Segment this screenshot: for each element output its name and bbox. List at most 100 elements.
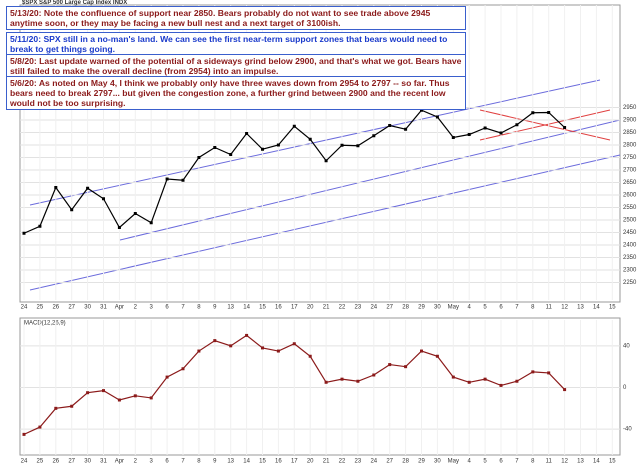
channel-line <box>29 154 621 291</box>
price-point <box>404 365 408 369</box>
x-tick-label: 6 <box>165 459 169 465</box>
price-point <box>292 124 296 128</box>
x-tick-label: 15 <box>259 459 266 465</box>
x-tick-label: 17 <box>291 305 298 311</box>
y-tick-label: 2400 <box>623 243 637 249</box>
price-point <box>133 212 137 215</box>
price-point <box>531 111 535 115</box>
x-tick-label: 25 <box>37 305 44 311</box>
x-tick-label: 13 <box>577 459 584 465</box>
macd-frame <box>19 317 621 456</box>
y-tick-label: 2650 <box>623 180 637 186</box>
price-point <box>213 339 217 343</box>
x-tick-label: 15 <box>259 305 266 311</box>
x-tick-label: 24 <box>370 305 377 311</box>
x-tick-label: 21 <box>323 305 330 311</box>
price-point <box>467 133 471 136</box>
price-point <box>165 177 169 181</box>
y-tick-label: 2350 <box>623 255 637 261</box>
x-tick-label: 24 <box>21 305 28 311</box>
price-point <box>197 349 201 353</box>
x-tick-label: 7 <box>515 459 519 465</box>
price-point <box>388 363 392 367</box>
x-tick-label: 11 <box>546 305 553 311</box>
x-tick-label: 7 <box>181 305 185 311</box>
y-tick-label: 0 <box>623 385 627 391</box>
x-tick-label: 27 <box>386 305 393 311</box>
y-tick-label: 2750 <box>623 155 637 161</box>
x-tick-label: 6 <box>499 305 503 311</box>
x-tick-label: Apr <box>115 305 124 311</box>
price-point <box>276 143 280 147</box>
y-tick-label: 2800 <box>623 143 637 149</box>
x-tick-label: 5 <box>483 459 487 465</box>
x-tick-label: 24 <box>370 459 377 465</box>
x-tick-label: May <box>448 305 459 311</box>
x-tick-label: 3 <box>150 305 154 311</box>
price-point <box>308 354 312 358</box>
x-tick-label: 24 <box>21 459 28 465</box>
x-tick-label: 12 <box>561 305 568 311</box>
price-point <box>356 144 360 148</box>
price-point <box>563 388 567 392</box>
x-tick-label: 8 <box>197 305 201 311</box>
x-tick-label: 30 <box>434 459 441 465</box>
price-point <box>181 178 185 182</box>
x-tick-label: 27 <box>68 305 75 311</box>
x-tick-label: 30 <box>84 459 91 465</box>
x-tick-label: 28 <box>402 459 409 465</box>
price-point <box>86 186 90 190</box>
channel-line <box>29 79 601 206</box>
price-point <box>372 373 376 377</box>
x-tick-label: 30 <box>434 305 441 311</box>
x-tick-label: 2 <box>134 459 138 465</box>
x-tick-label: 11 <box>546 459 553 465</box>
price-point <box>181 367 185 371</box>
price-point <box>54 406 58 410</box>
x-tick-label: 26 <box>52 459 59 465</box>
y-tick-label: 2450 <box>623 230 637 236</box>
x-tick-label: 20 <box>307 459 314 465</box>
x-tick-label: 13 <box>227 459 234 465</box>
x-tick-label: 13 <box>227 305 234 311</box>
y-tick-label: 2600 <box>623 193 637 199</box>
price-point <box>102 389 105 393</box>
price-point <box>340 377 344 381</box>
x-tick-label: 23 <box>355 459 362 465</box>
price-point <box>420 349 423 353</box>
x-tick-label: 14 <box>243 305 250 311</box>
x-tick-label: 15 <box>609 459 616 465</box>
price-point <box>38 224 42 228</box>
price-point <box>102 197 105 201</box>
price-point <box>229 153 233 156</box>
price-point <box>70 404 74 408</box>
price-point <box>117 226 121 229</box>
price-point <box>404 127 408 131</box>
annotation: 5/13/20: Note the confluence of support … <box>6 6 466 30</box>
x-tick-label: 31 <box>100 305 107 311</box>
annotation: 5/6/20: As noted on May 4, I think we pr… <box>6 76 466 110</box>
x-tick-label: 26 <box>52 305 59 311</box>
y-tick-label: 2500 <box>623 218 637 224</box>
x-tick-label: 30 <box>84 305 91 311</box>
price-point <box>70 208 74 212</box>
price-point <box>117 398 121 402</box>
price-point <box>483 377 487 381</box>
x-tick-label: 29 <box>418 305 425 311</box>
x-tick-label: 7 <box>181 459 185 465</box>
price-point <box>515 379 519 383</box>
price-point <box>261 147 264 151</box>
x-tick-label: 28 <box>402 305 409 311</box>
price-point <box>149 396 153 400</box>
x-tick-label: 4 <box>468 305 472 311</box>
x-tick-label: 16 <box>275 459 282 465</box>
x-tick-label: 13 <box>577 305 584 311</box>
price-point <box>467 380 471 384</box>
y-tick-label: 2550 <box>623 205 637 211</box>
price-point <box>245 333 249 337</box>
annotation: 5/11/20: SPX still in a no-man's land. W… <box>6 32 466 56</box>
price-point <box>308 137 312 141</box>
y-tick-label: 2850 <box>623 130 637 136</box>
x-tick-label: 22 <box>339 305 346 311</box>
